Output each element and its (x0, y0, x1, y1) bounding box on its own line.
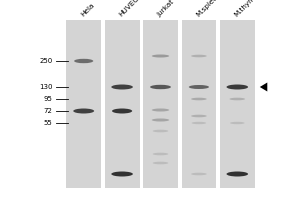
Ellipse shape (152, 118, 169, 121)
Polygon shape (220, 20, 255, 188)
Ellipse shape (192, 122, 206, 124)
Ellipse shape (191, 55, 207, 57)
Ellipse shape (152, 108, 169, 112)
Text: 95: 95 (44, 96, 52, 102)
Ellipse shape (226, 171, 248, 176)
Text: 55: 55 (44, 120, 52, 126)
Ellipse shape (230, 122, 244, 124)
Ellipse shape (226, 85, 248, 90)
Polygon shape (260, 83, 267, 92)
Ellipse shape (230, 98, 245, 100)
Text: 250: 250 (39, 58, 52, 64)
Ellipse shape (153, 130, 168, 132)
Ellipse shape (111, 85, 133, 90)
Ellipse shape (153, 162, 168, 164)
Ellipse shape (112, 108, 132, 114)
Ellipse shape (111, 171, 133, 176)
Text: HUVEC: HUVEC (118, 0, 140, 18)
Ellipse shape (189, 85, 209, 89)
Ellipse shape (152, 54, 169, 58)
Ellipse shape (191, 98, 207, 100)
Ellipse shape (73, 108, 94, 114)
Polygon shape (105, 20, 140, 188)
Text: Jurkat: Jurkat (156, 0, 176, 18)
Text: 130: 130 (39, 84, 52, 90)
Ellipse shape (74, 59, 93, 63)
Text: 72: 72 (44, 108, 52, 114)
Ellipse shape (191, 173, 207, 175)
Ellipse shape (191, 115, 207, 117)
Text: M.spleen: M.spleen (195, 0, 222, 18)
Polygon shape (182, 20, 216, 188)
Polygon shape (143, 20, 178, 188)
Polygon shape (66, 20, 101, 188)
Ellipse shape (153, 153, 168, 155)
Ellipse shape (150, 85, 171, 89)
Text: M.thymus: M.thymus (233, 0, 262, 18)
Text: Hela: Hela (80, 2, 95, 18)
